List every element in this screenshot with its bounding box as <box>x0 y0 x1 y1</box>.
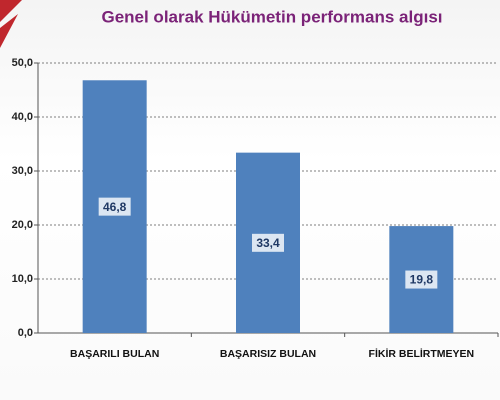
value-label-box <box>252 233 284 252</box>
y-tick-label: 0,0 <box>18 327 33 339</box>
value-label-box <box>405 270 438 289</box>
value-label-box <box>98 197 131 216</box>
x-tick-label: FİKİR BELİRTMEYEN <box>369 347 475 360</box>
y-tick-label: 10,0 <box>12 273 33 285</box>
x-tick-label: BAŞARISIZ BULAN <box>220 348 316 360</box>
chart-title: Genel olarak Hükümetin performans algısı <box>101 7 442 26</box>
value-label: 19,8 <box>410 273 434 287</box>
y-tick-label: 30,0 <box>12 165 33 177</box>
y-tick-label: 20,0 <box>12 219 33 231</box>
x-tick-label: BAŞARILI BULAN <box>70 348 159 360</box>
corner-decoration <box>0 14 18 48</box>
corner-decoration <box>0 0 22 22</box>
y-tick-label: 50,0 <box>12 57 33 69</box>
value-label: 33,4 <box>256 236 280 250</box>
y-tick-label: 40,0 <box>12 111 33 123</box>
value-label: 46,8 <box>103 200 127 214</box>
